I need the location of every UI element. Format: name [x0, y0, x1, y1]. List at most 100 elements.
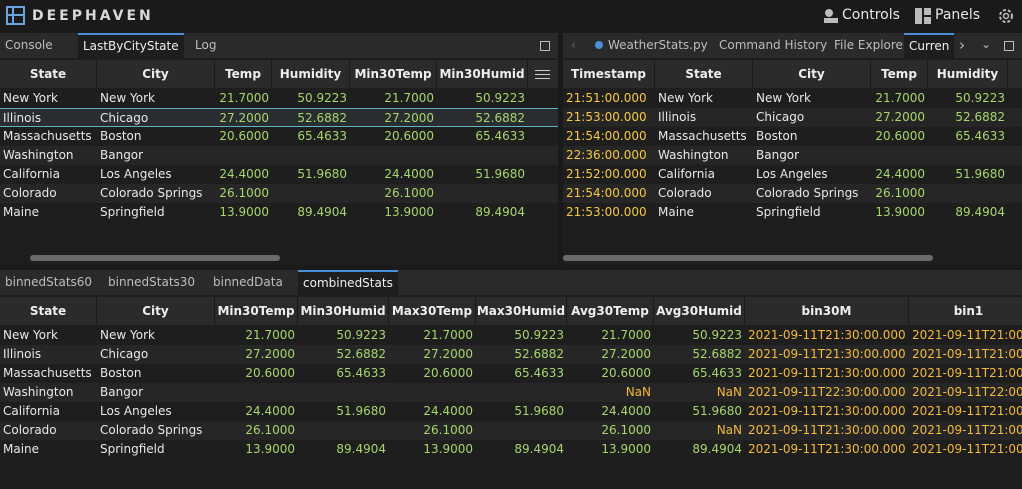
row[interactable]: MaineSpringfield13.900089.490413.900089.… [0, 203, 558, 222]
column-header[interactable]: Timestamp [563, 60, 655, 88]
cell: 65.4633 [298, 364, 389, 383]
column-header[interactable]: Min30Humid [437, 60, 528, 88]
column-header[interactable]: Temp [215, 60, 272, 88]
row[interactable]: 21:53:00.000IllinoisChicago27.200052.688… [563, 108, 1022, 127]
cell: 2021-09-11T21:00:00.000 [909, 364, 1022, 383]
tab[interactable]: binnedStats60 [0, 270, 97, 295]
row[interactable]: ColoradoColorado Springs26.100026.1000 [0, 184, 558, 203]
row[interactable]: 22:36:00.000WashingtonBangor [563, 146, 1022, 165]
cell: Washington [0, 383, 97, 402]
cell: 2021-09-11T21:30:00.000 [745, 326, 909, 345]
row[interactable]: ColoradoColorado Springs26.100026.100026… [0, 421, 1022, 440]
row[interactable]: 21:51:00.000New YorkNew York21.700050.92… [563, 89, 1022, 108]
row[interactable]: IllinoisChicago27.200052.688227.200052.6… [0, 345, 1022, 364]
column-header[interactable]: State [655, 60, 753, 88]
tab[interactable]: binnedData [208, 270, 288, 295]
row[interactable]: New YorkNew York21.700050.922321.700050.… [0, 326, 1022, 345]
cell: New York [97, 89, 215, 108]
cell: 22:36:00.000 [563, 146, 655, 165]
tab[interactable]: File Explorer [829, 33, 913, 58]
scrollbar-thumb[interactable] [563, 255, 933, 261]
row[interactable]: WashingtonBangor [0, 146, 558, 165]
cell: 21:52:00.000 [563, 165, 655, 184]
cell: 51.9680 [272, 165, 350, 184]
tab-dropdown[interactable]: ⌄ [981, 37, 991, 51]
cell: 26.1000 [567, 421, 654, 440]
row[interactable]: 21:52:00.000CaliforniaLos Angeles24.4000… [563, 165, 1022, 184]
menu-line [535, 78, 550, 79]
cell: 51.9680 [654, 402, 745, 421]
cell: 89.4904 [654, 440, 745, 459]
row[interactable]: IllinoisChicago27.200052.688227.200052.6… [0, 108, 558, 127]
cell: NaN [654, 421, 745, 440]
cell: NaN [567, 383, 654, 402]
column-header[interactable]: Min30Temp [350, 60, 437, 88]
cell: Boston [97, 364, 215, 383]
column-header[interactable]: State [0, 297, 97, 325]
cell: 13.9000 [567, 440, 654, 459]
tab[interactable]: Console [0, 33, 58, 58]
panel: binnedStats60binnedStats30 binnedData comb… [0, 270, 1022, 489]
cell: 26.1000 [215, 184, 272, 203]
cell: Los Angeles [753, 165, 871, 184]
tab[interactable]: LastByCityState [78, 33, 184, 58]
tab-scroll-right[interactable]: › [959, 36, 965, 54]
panels-button[interactable]: Panels [935, 7, 980, 23]
scrollbar-track [563, 253, 1022, 263]
row[interactable]: MaineSpringfield13.900089.490413.900089.… [0, 440, 1022, 459]
column-header[interactable]: State [0, 60, 97, 88]
tab[interactable]: Curren [904, 33, 954, 58]
column-header[interactable]: City [753, 60, 871, 88]
cell: 65.4633 [476, 364, 567, 383]
tab[interactable]: Log [190, 33, 221, 58]
column-header[interactable]: Avg30Temp [567, 297, 654, 325]
tab-bar: Console LastByCityStateLog [0, 33, 558, 58]
column-header[interactable]: bin30M [745, 297, 909, 325]
column-header[interactable]: Humidity [272, 60, 350, 88]
cell: 52.6882 [476, 345, 567, 364]
column-header[interactable]: Max30Humid [476, 297, 567, 325]
maximize-button[interactable] [540, 41, 550, 51]
cell: 26.1000 [350, 184, 437, 203]
column-header[interactable]: Max30Temp [389, 297, 476, 325]
maximize-button[interactable] [1004, 41, 1014, 51]
column-menu[interactable] [528, 60, 558, 88]
cell: 21.7000 [215, 326, 298, 345]
tab[interactable]: binnedStats30 [103, 270, 200, 295]
cell: Colorado Springs [97, 184, 215, 203]
tab[interactable]: Command History [714, 33, 832, 58]
column-header[interactable]: Min30Temp [215, 297, 298, 325]
cell: 21.7000 [389, 326, 476, 345]
tab-scroll-left[interactable]: ‹ [571, 38, 576, 52]
cell: Chicago [753, 108, 871, 127]
cell: 27.2000 [215, 345, 298, 364]
row[interactable]: CaliforniaLos Angeles24.400051.968024.40… [0, 165, 558, 184]
cell: Bangor [97, 146, 215, 165]
tab[interactable]: combinedStats [298, 270, 398, 295]
column-header[interactable]: bin1 [909, 297, 1022, 325]
row[interactable]: 21:53:00.000MaineSpringfield13.900089.49… [563, 203, 1022, 222]
cell: 20.6000 [350, 127, 437, 146]
row[interactable]: New YorkNew York21.700050.922321.700050.… [0, 89, 558, 108]
row[interactable]: WashingtonBangorNaNNaN2021-09-11T22:30:0… [0, 383, 1022, 402]
cell: Massachusetts [655, 127, 753, 146]
row[interactable]: MassachusettsBoston20.600065.463320.6000… [0, 364, 1022, 383]
column-header[interactable]: City [97, 297, 215, 325]
column-header[interactable]: Avg30Humid [654, 297, 745, 325]
tab[interactable]: WeatherStats.py [590, 33, 713, 58]
row[interactable]: 21:54:00.000MassachusettsBoston20.600065… [563, 127, 1022, 146]
controls-button[interactable]: Controls [842, 7, 900, 23]
row[interactable]: 21:54:00.000ColoradoColorado Springs26.1… [563, 184, 1022, 203]
column-header[interactable]: Min30Humid [298, 297, 389, 325]
column-header[interactable]: Humidity [928, 60, 1008, 88]
cell: 24.4000 [871, 165, 928, 184]
row[interactable]: CaliforniaLos Angeles24.400051.968024.40… [0, 402, 1022, 421]
scrollbar-thumb[interactable] [30, 255, 280, 261]
row[interactable]: MassachusettsBoston20.600065.463320.6000… [0, 127, 558, 146]
cell: 27.2000 [215, 109, 272, 127]
settings-icon[interactable] [997, 7, 1015, 25]
column-header[interactable]: City [97, 60, 215, 88]
cell: 27.2000 [389, 345, 476, 364]
cell: 89.4904 [928, 203, 1008, 222]
column-header[interactable]: Temp [871, 60, 928, 88]
